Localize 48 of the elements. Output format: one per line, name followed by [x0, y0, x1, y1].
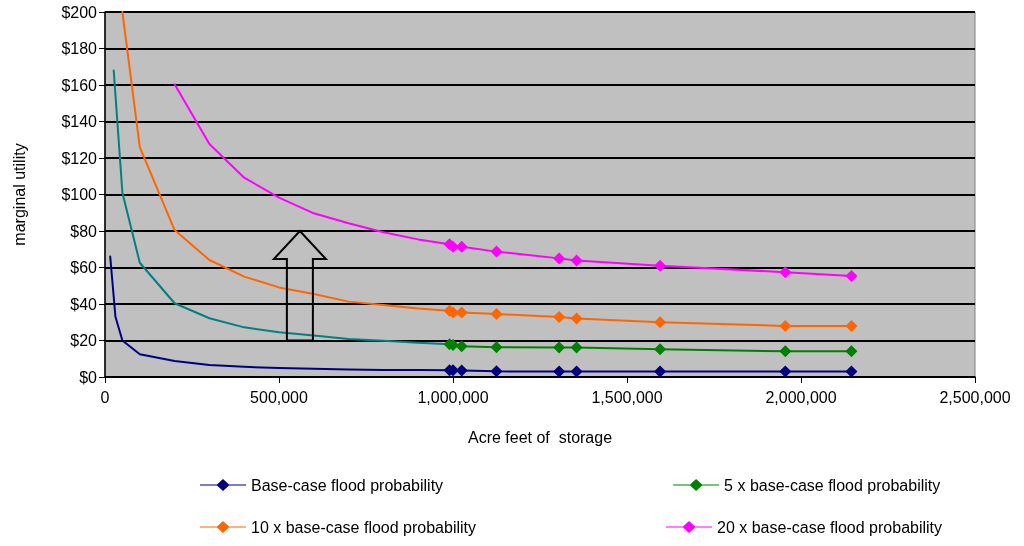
point [845, 345, 858, 358]
legend-label: 10 x base-case flood probability [251, 518, 477, 536]
point [654, 259, 667, 272]
legend-label: 5 x base-case flood probability [724, 476, 941, 494]
x-tick-label: 1,500,000 [591, 388, 663, 406]
y-tick-label: $20 [70, 332, 98, 349]
x-tick-label: 0 [100, 388, 110, 406]
y-tick-label: $120 [61, 149, 98, 167]
point [654, 343, 667, 356]
x-tick-label: 2,000,000 [765, 388, 837, 406]
point [455, 340, 468, 353]
point [553, 252, 566, 265]
point [570, 254, 583, 267]
point [845, 319, 858, 332]
point [570, 365, 583, 378]
point [490, 245, 503, 258]
point [779, 365, 792, 378]
point [779, 345, 792, 358]
point [654, 365, 667, 378]
y-tick-label: $160 [61, 76, 98, 94]
point [570, 341, 583, 354]
y-tick-label: $200 [61, 3, 98, 21]
y-tick-label: $100 [61, 186, 98, 203]
x-axis-title: Acre feet of storage [467, 428, 613, 446]
point [779, 266, 792, 279]
point [845, 365, 858, 378]
point [654, 316, 667, 329]
y-tick-label: $60 [70, 259, 98, 276]
point [553, 310, 566, 323]
point [845, 270, 858, 283]
y-tick-label: $0 [79, 368, 98, 386]
y-tick-label: $180 [61, 40, 98, 57]
x-tick-label: 2,500,000 [939, 388, 1011, 406]
y-axis-title: marginal utility [10, 143, 28, 246]
x-tick-label: 500,000 [250, 388, 309, 406]
legend-label: Base-case flood probability [251, 476, 444, 494]
point [570, 312, 583, 325]
point [490, 365, 503, 378]
y-tick-label: $80 [70, 222, 98, 240]
point [779, 319, 792, 332]
x-tick-label: 1,000,000 [417, 388, 489, 406]
point [553, 341, 566, 354]
point [490, 341, 503, 354]
legend-label: 20 x base-case flood probability [717, 518, 943, 536]
y-tick-label: $40 [70, 295, 98, 313]
point [553, 365, 566, 378]
y-tick-label: $140 [61, 113, 98, 130]
point [490, 308, 503, 321]
